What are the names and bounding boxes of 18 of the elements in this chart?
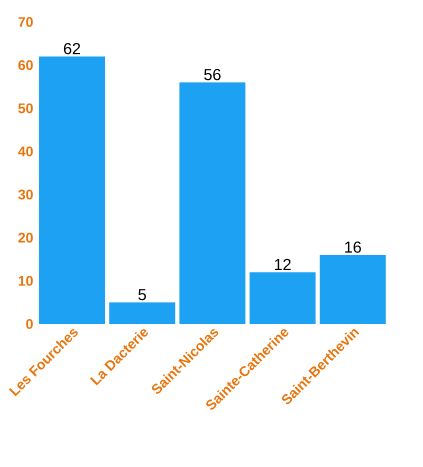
data-label: 56	[204, 68, 221, 80]
data-label: 62	[64, 43, 80, 54]
bar	[320, 254, 386, 324]
y-tick-label: 50	[18, 103, 33, 114]
bar	[39, 56, 105, 324]
data-label: 16	[345, 241, 361, 253]
y-tick-label: 0	[26, 319, 33, 329]
data-label: 5	[138, 289, 146, 300]
y-tick-label: 70	[18, 17, 33, 27]
y-tick-label: 20	[18, 232, 33, 243]
y-tick-label: 10	[18, 276, 33, 286]
y-tick-label: 30	[18, 190, 33, 200]
bar	[109, 302, 176, 324]
bar	[179, 82, 246, 324]
y-tick-label: 60	[18, 60, 33, 70]
data-label: 12	[274, 258, 291, 270]
bar	[250, 272, 316, 324]
y-tick-label: 40	[18, 146, 33, 156]
